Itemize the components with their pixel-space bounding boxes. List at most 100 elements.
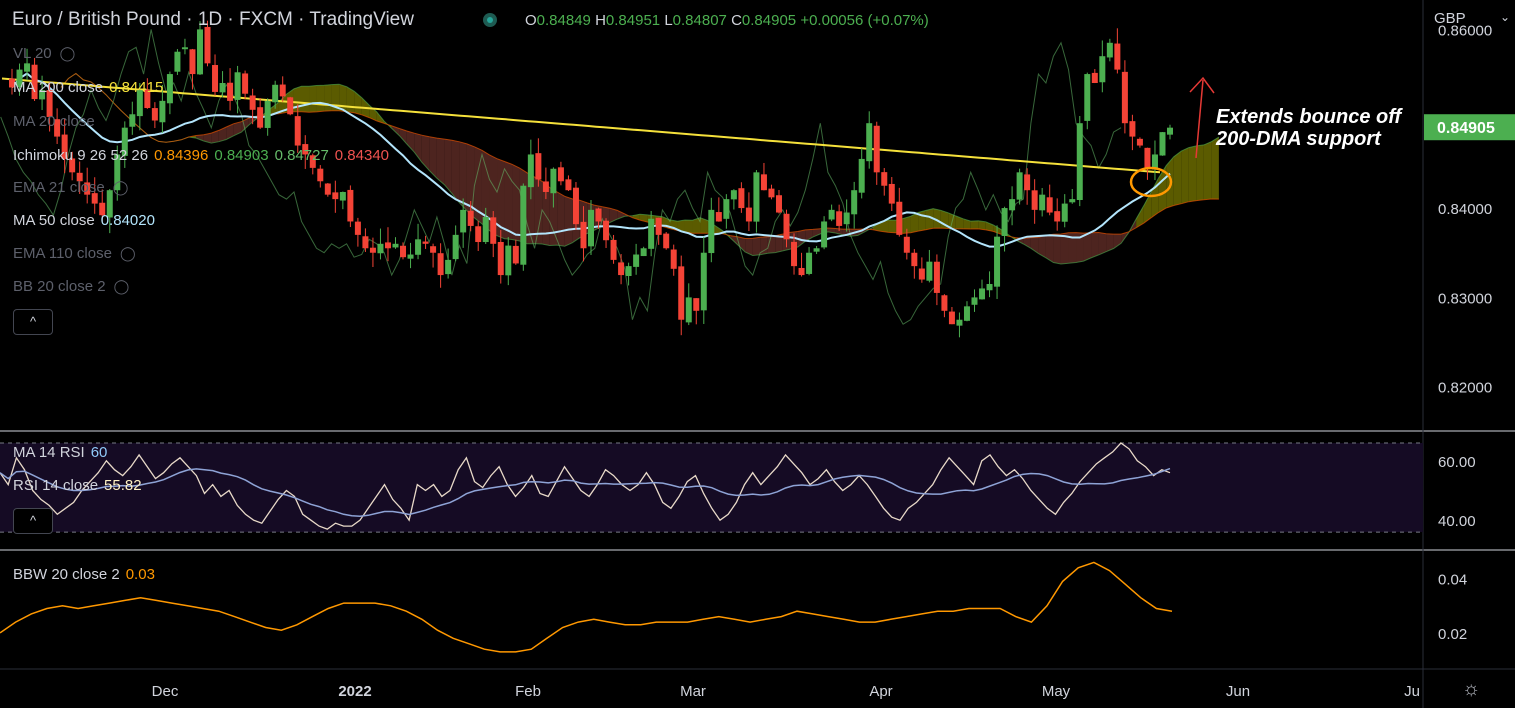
legend-ma20[interactable]: MA 20 close (13, 113, 95, 130)
candle-body (181, 47, 188, 50)
candle-body (948, 311, 955, 325)
cloud-segment (196, 134, 204, 141)
cloud-segment (692, 217, 701, 234)
candle-body (633, 254, 640, 267)
cloud-segment (309, 85, 317, 113)
candle-body (16, 69, 23, 88)
candle-body (572, 187, 579, 225)
cloud-segment (459, 141, 467, 211)
cloud-segment (436, 138, 445, 185)
legend-ma50[interactable]: MA 50 close 0.84020 (13, 212, 155, 229)
eye-hidden-icon: ◯ (119, 245, 136, 261)
candle-body (212, 65, 219, 92)
candle-body (926, 261, 933, 281)
legend-ema21[interactable]: EMA 21 close ◯ (13, 179, 129, 196)
candle-body (588, 209, 594, 247)
candle-body (407, 254, 414, 259)
legend-vl20[interactable]: VL 20 ◯ (13, 45, 76, 62)
candle-body (39, 90, 46, 100)
legend-rsi[interactable]: RSI 14 close 55.82 (13, 477, 142, 494)
cloud-segment (1143, 191, 1152, 224)
ohlc-open-key: O (525, 12, 537, 29)
candle-body (798, 267, 805, 276)
candle-body (196, 29, 203, 75)
candle-body (400, 245, 407, 258)
bbw-tick-label: 0.04 (1438, 572, 1467, 589)
cloud-segment (1151, 177, 1159, 218)
candle-body (354, 221, 361, 235)
candle-body (580, 221, 587, 249)
candle-body (31, 64, 38, 100)
cloud-segment (760, 236, 768, 255)
candle-body (1129, 121, 1136, 137)
candle-body (136, 90, 143, 117)
price-tick-label: 0.84000 (1438, 201, 1492, 218)
legend-rsi-ma[interactable]: MA 14 RSI 60 (13, 444, 108, 461)
candle-body (836, 211, 843, 226)
current-price-label: 0.84905 (1437, 120, 1495, 137)
candle-body (324, 183, 331, 195)
legend-bb20[interactable]: BB 20 close 2 ◯ (13, 278, 130, 295)
candle-body (730, 190, 737, 200)
cloud-segment (466, 143, 475, 218)
cloud-segment (421, 135, 430, 171)
ohlc-change: +0.00056 (+0.07%) (800, 12, 929, 29)
cloud-segment (354, 91, 362, 115)
candle-body (655, 217, 662, 235)
candle-body (1121, 71, 1128, 124)
candle-body (745, 207, 752, 222)
candle-body (242, 73, 249, 94)
candle-body (1144, 147, 1151, 168)
candle-body (1159, 132, 1166, 156)
cloud-segment (639, 214, 648, 222)
cloud-segment (406, 130, 415, 153)
candle-body (1016, 172, 1023, 200)
candle-body (227, 82, 234, 101)
cloud-segment (805, 229, 813, 242)
cloud-segment (1038, 235, 1046, 258)
legend-bbw[interactable]: BBW 20 close 2 0.03 (13, 566, 155, 583)
candle-body (121, 127, 128, 156)
ohlc-low-key: L (664, 12, 673, 29)
candle-body (84, 182, 91, 195)
candle-body (204, 26, 211, 64)
candle-body (738, 188, 745, 209)
candle-body (1136, 138, 1143, 146)
candle-body (279, 84, 286, 97)
bbw-tick-label: 0.02 (1438, 626, 1467, 643)
currency-selector[interactable]: GBP (1434, 10, 1466, 27)
candle-body (881, 172, 888, 186)
candle-body (858, 158, 865, 193)
candle-body (933, 261, 940, 293)
candle-body (144, 89, 151, 109)
candle-body (550, 168, 557, 194)
candle-body (618, 262, 625, 276)
rsi-collapse-button[interactable]: ^ (13, 508, 53, 534)
cloud-segment (278, 94, 287, 114)
legend-collapse-button[interactable]: ^ (13, 309, 53, 335)
chevron-down-icon[interactable]: ⌄ (1500, 10, 1511, 24)
candle-body (760, 174, 767, 191)
symbol-title[interactable]: Euro / British Pound · 1D · FXCM · Tradi… (12, 9, 414, 30)
candle-body (437, 253, 444, 276)
candle-body (1069, 199, 1076, 203)
time-tick-label: Jun (1226, 683, 1250, 700)
candle-body (986, 284, 993, 291)
candle-body (287, 97, 294, 115)
candle-body (91, 193, 98, 204)
candle-body (520, 185, 527, 265)
candle-body (557, 167, 564, 182)
candle-body (452, 234, 459, 260)
settings-gear-icon[interactable]: ☼ (1462, 678, 1481, 700)
legend-ema110[interactable]: EMA 110 close ◯ (13, 245, 136, 262)
time-tick-label: 2022 (338, 683, 371, 700)
candlesticks (9, 20, 1173, 338)
legend-ichimoku[interactable]: Ichimoku 9 26 52 26 0.84396 0.84903 0.84727… (13, 147, 390, 164)
legend-ma200[interactable]: MA 200 close 0.84415 (13, 79, 164, 96)
cloud-segment (797, 229, 806, 247)
ohlc-open: 0.84849 (536, 12, 591, 29)
cloud-segment (978, 220, 986, 230)
candle-body (791, 241, 798, 267)
candle-body (1054, 211, 1061, 222)
